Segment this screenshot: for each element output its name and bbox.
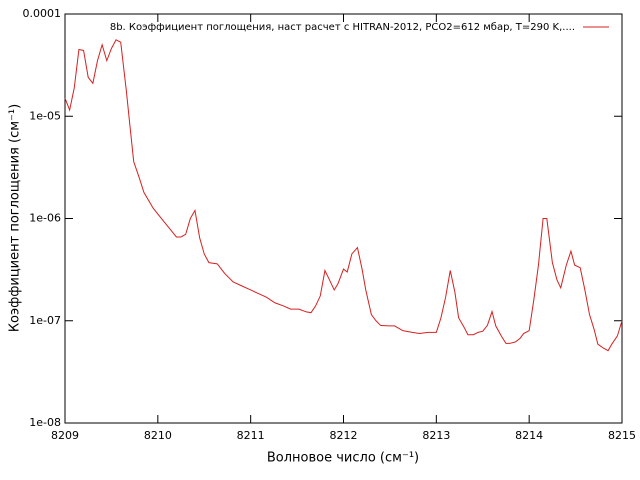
legend-label: 8b. Коэффициент поглощения, наст расчет … (110, 22, 575, 33)
x-tick-label: 8211 (237, 429, 265, 442)
y-tick-label: 1e-07 (29, 314, 61, 327)
x-tick-label: 8215 (608, 429, 636, 442)
x-tick-label: 8210 (144, 429, 172, 442)
plot-frame (64, 13, 623, 424)
data-line (64, 39, 623, 352)
y-tick-label: 1e-08 (29, 416, 61, 429)
y-tick-label: 1e-06 (29, 212, 61, 225)
x-axis-label: Волновое число (см⁻¹) (267, 451, 419, 466)
y-tick-label: 0.0001 (23, 7, 62, 20)
x-tick-label: 8213 (422, 429, 450, 442)
x-tick-label: 8212 (330, 429, 358, 442)
y-tick-label: 1e-05 (29, 109, 61, 122)
x-tick-label: 8209 (51, 429, 79, 442)
y-axis-label: Коэффициент поглощения (см⁻¹) (8, 104, 23, 332)
x-tick-label: 8214 (515, 429, 543, 442)
